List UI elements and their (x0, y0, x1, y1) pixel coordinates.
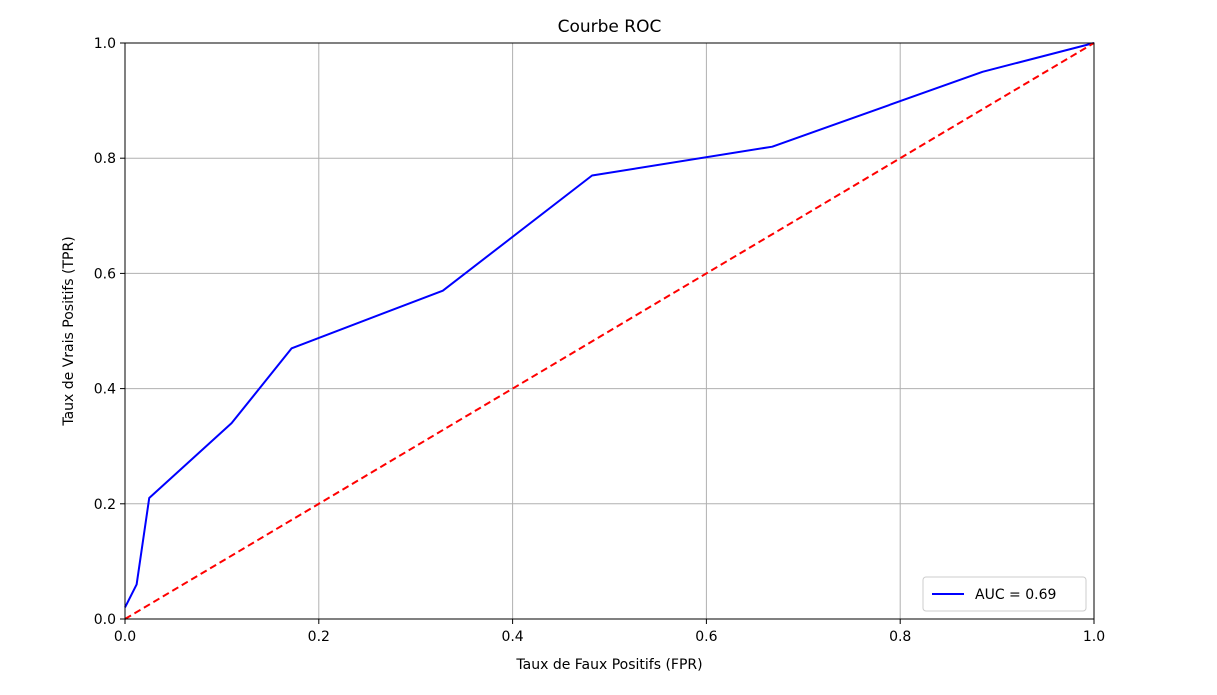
y-axis-ticks: 0.0 0.2 0.4 0.6 0.8 1.0 (94, 36, 125, 628)
x-tick-label: 0.2 (308, 629, 330, 645)
y-tick-label: 0.4 (94, 382, 116, 398)
x-axis-ticks: 0.0 0.2 0.4 0.6 0.8 1.0 (114, 619, 1105, 645)
x-axis-label: Taux de Faux Positifs (FPR) (515, 657, 702, 673)
y-tick-label: 1.0 (94, 36, 116, 52)
series-layer (124, 42, 1095, 620)
y-axis-label: Taux de Vrais Positifs (TPR) (61, 236, 77, 426)
x-tick-label: 1.0 (1083, 629, 1105, 645)
y-tick-label: 0.0 (94, 612, 116, 628)
y-tick-label: 0.8 (94, 151, 116, 167)
x-tick-label: 0.8 (889, 629, 911, 645)
x-tick-label: 0.4 (501, 629, 523, 645)
y-tick-label: 0.2 (94, 497, 116, 513)
legend: AUC = 0.69 (922, 576, 1087, 612)
legend-box (922, 576, 1087, 612)
x-tick-label: 0.0 (114, 629, 136, 645)
x-tick-label: 0.6 (695, 629, 717, 645)
plot-frame (124, 42, 1095, 620)
legend-label-auc: AUC = 0.69 (975, 587, 1056, 603)
chart-title: Courbe ROC (558, 17, 662, 37)
y-tick-label: 0.6 (94, 266, 116, 282)
roc-curve-line (124, 42, 1095, 608)
diagonal-reference-line (124, 42, 1095, 620)
